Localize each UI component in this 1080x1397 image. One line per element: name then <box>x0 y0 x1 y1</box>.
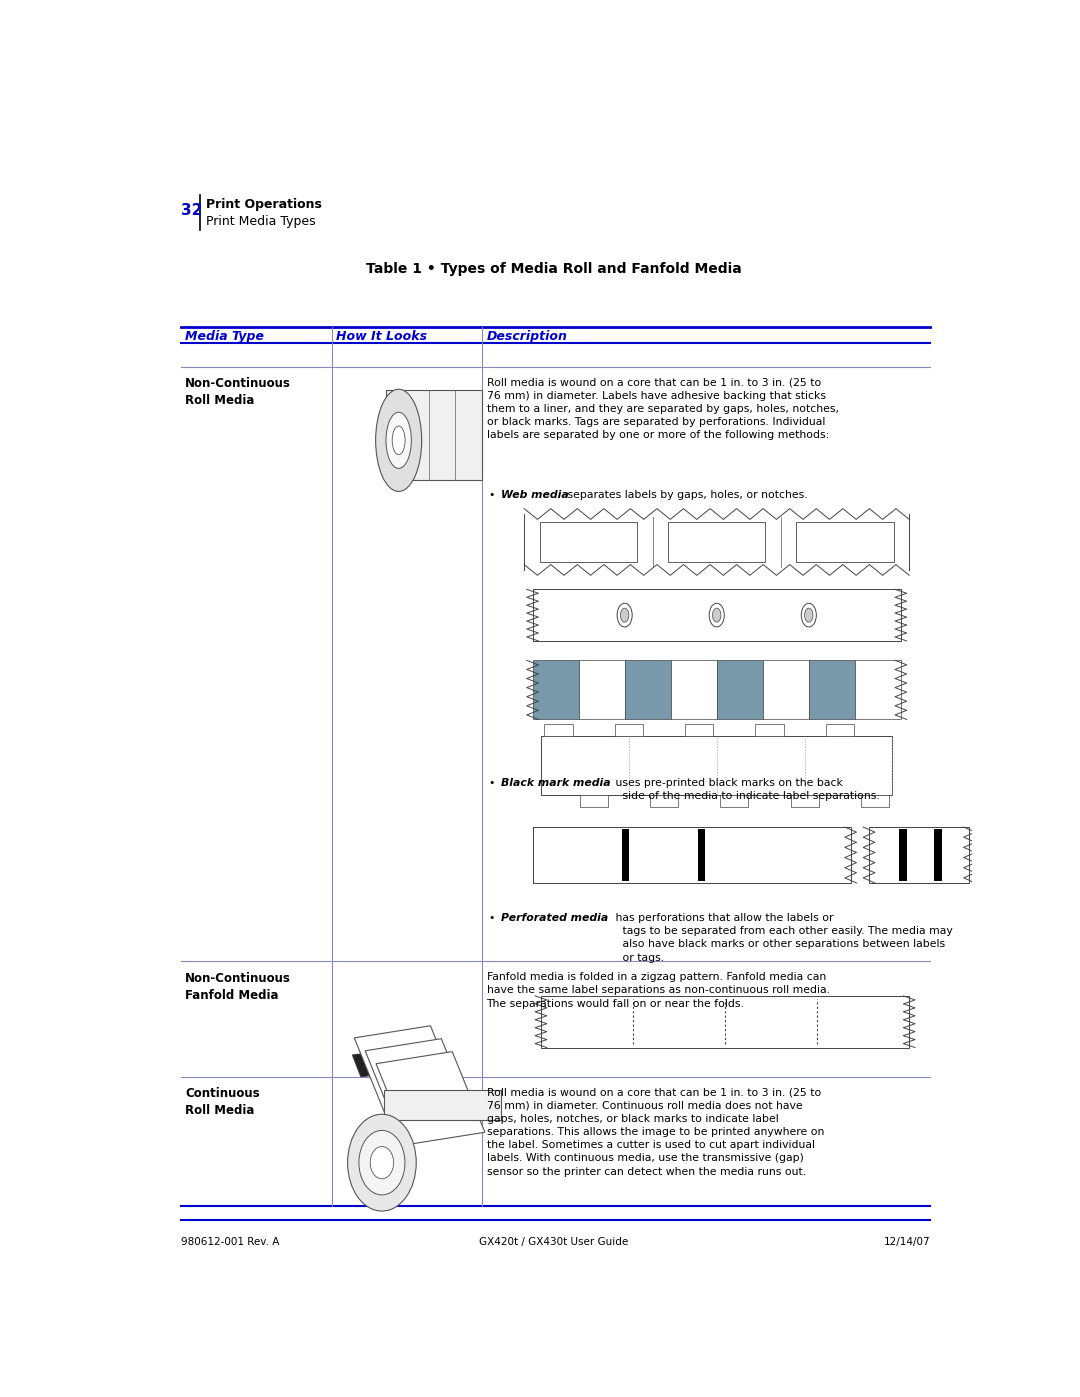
Text: Print Media Types: Print Media Types <box>206 215 315 228</box>
FancyBboxPatch shape <box>579 661 624 719</box>
Ellipse shape <box>392 426 405 454</box>
FancyBboxPatch shape <box>667 522 766 562</box>
Text: Roll media is wound on a core that can be 1 in. to 3 in. (25 to
76 mm) in diamet: Roll media is wound on a core that can b… <box>486 377 838 440</box>
FancyBboxPatch shape <box>541 736 892 795</box>
Ellipse shape <box>710 604 725 627</box>
FancyBboxPatch shape <box>755 724 783 736</box>
Ellipse shape <box>801 604 816 627</box>
FancyBboxPatch shape <box>650 795 678 806</box>
Text: Black mark media: Black mark media <box>501 778 610 788</box>
FancyBboxPatch shape <box>796 522 894 562</box>
Polygon shape <box>365 1039 474 1132</box>
FancyBboxPatch shape <box>671 661 717 719</box>
Polygon shape <box>383 1090 501 1119</box>
Text: How It Looks: How It Looks <box>336 330 427 344</box>
FancyBboxPatch shape <box>532 661 579 719</box>
Polygon shape <box>352 1048 428 1077</box>
FancyBboxPatch shape <box>532 827 851 883</box>
Ellipse shape <box>620 608 629 622</box>
Ellipse shape <box>386 412 411 468</box>
FancyBboxPatch shape <box>762 661 809 719</box>
Text: uses pre-printed black marks on the back
   side of the media to indicate label : uses pre-printed black marks on the back… <box>612 778 880 800</box>
FancyBboxPatch shape <box>698 830 705 882</box>
FancyBboxPatch shape <box>541 996 909 1048</box>
Text: 12/14/07: 12/14/07 <box>883 1236 930 1248</box>
FancyBboxPatch shape <box>532 590 901 641</box>
FancyBboxPatch shape <box>900 830 907 882</box>
FancyBboxPatch shape <box>717 661 762 719</box>
Text: Roll media is wound on a core that can be 1 in. to 3 in. (25 to
76 mm) in diamet: Roll media is wound on a core that can b… <box>486 1087 824 1176</box>
Text: Web media: Web media <box>501 490 568 500</box>
FancyBboxPatch shape <box>869 827 970 883</box>
Ellipse shape <box>617 604 632 627</box>
Text: Continuous
Roll Media: Continuous Roll Media <box>186 1087 260 1118</box>
Text: 32: 32 <box>181 203 202 218</box>
FancyBboxPatch shape <box>624 661 671 719</box>
Text: •: • <box>489 490 502 500</box>
FancyBboxPatch shape <box>791 795 819 806</box>
FancyBboxPatch shape <box>622 830 630 882</box>
FancyBboxPatch shape <box>544 724 572 736</box>
Text: Print Operations: Print Operations <box>206 198 322 211</box>
FancyBboxPatch shape <box>580 795 608 806</box>
Text: GX420t / GX430t User Guide: GX420t / GX430t User Guide <box>478 1236 629 1248</box>
FancyBboxPatch shape <box>934 830 942 882</box>
Text: Non-Continuous
Fanfold Media: Non-Continuous Fanfold Media <box>186 972 292 1002</box>
Ellipse shape <box>713 608 720 622</box>
Polygon shape <box>376 1052 485 1144</box>
FancyBboxPatch shape <box>855 661 901 719</box>
FancyBboxPatch shape <box>615 724 643 736</box>
Text: 980612-001 Rev. A: 980612-001 Rev. A <box>181 1236 280 1248</box>
FancyBboxPatch shape <box>809 661 855 719</box>
Ellipse shape <box>376 390 421 492</box>
Text: •: • <box>489 778 502 788</box>
Ellipse shape <box>348 1115 416 1211</box>
Ellipse shape <box>359 1130 405 1194</box>
FancyBboxPatch shape <box>540 522 637 562</box>
Text: Table 1 • Types of Media Roll and Fanfold Media: Table 1 • Types of Media Roll and Fanfol… <box>366 263 741 277</box>
Ellipse shape <box>370 1147 393 1179</box>
FancyBboxPatch shape <box>720 795 748 806</box>
Text: has perforations that allow the labels or
   tags to be separated from each othe: has perforations that allow the labels o… <box>612 914 953 963</box>
Polygon shape <box>354 1025 463 1119</box>
FancyBboxPatch shape <box>685 724 713 736</box>
Ellipse shape <box>805 608 813 622</box>
FancyBboxPatch shape <box>826 724 854 736</box>
Text: Perforated media: Perforated media <box>501 914 608 923</box>
Text: Description: Description <box>486 330 567 344</box>
Polygon shape <box>387 390 483 479</box>
Text: Media Type: Media Type <box>186 330 265 344</box>
Text: separates labels by gaps, holes, or notches.: separates labels by gaps, holes, or notc… <box>564 490 807 500</box>
Text: Fanfold media is folded in a zigzag pattern. Fanfold media can
have the same lab: Fanfold media is folded in a zigzag patt… <box>486 972 829 1009</box>
Text: •: • <box>489 914 502 923</box>
FancyBboxPatch shape <box>861 795 889 806</box>
Text: Non-Continuous
Roll Media: Non-Continuous Roll Media <box>186 377 292 408</box>
